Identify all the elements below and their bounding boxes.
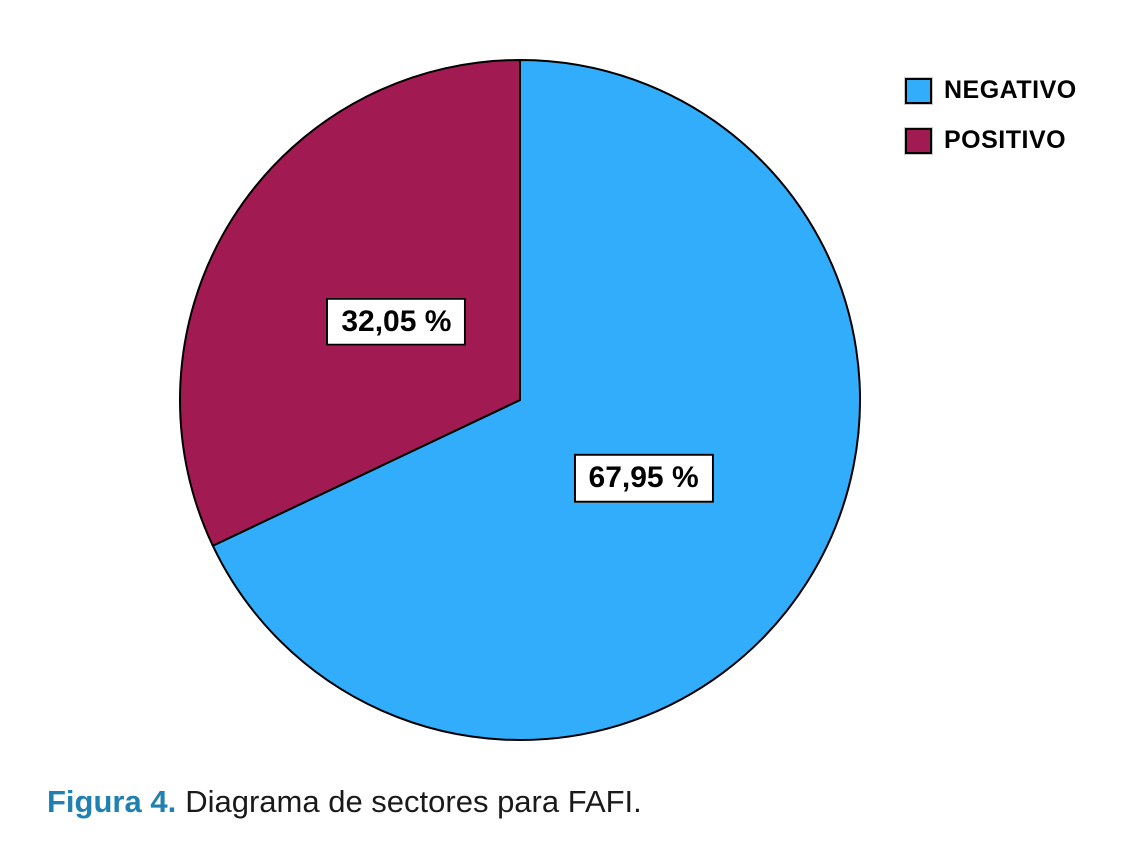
figure-caption-number: Figura 4. <box>47 784 177 819</box>
legend-label-positivo: POSITIVO <box>944 126 1067 154</box>
pie-slice-negativo <box>211 59 862 741</box>
pie-slice-label-negativo: 67,95 % <box>573 453 714 503</box>
legend-item-positivo: POSITIVO <box>905 126 1077 155</box>
figure-caption-text: Diagrama de sectores para FAFI. <box>185 784 642 819</box>
legend-swatch-negativo <box>905 77 932 104</box>
figure-caption: Figura 4. Diagrama de sectores para FAFI. <box>47 783 642 821</box>
legend-label-negativo: NEGATIVO <box>944 76 1077 104</box>
legend-swatch-positivo <box>905 127 932 154</box>
legend-item-negativo: NEGATIVO <box>905 76 1077 105</box>
legend: NEGATIVO POSITIVO <box>905 76 1077 176</box>
pie-slice-label-positivo: 32,05 % <box>326 297 467 347</box>
